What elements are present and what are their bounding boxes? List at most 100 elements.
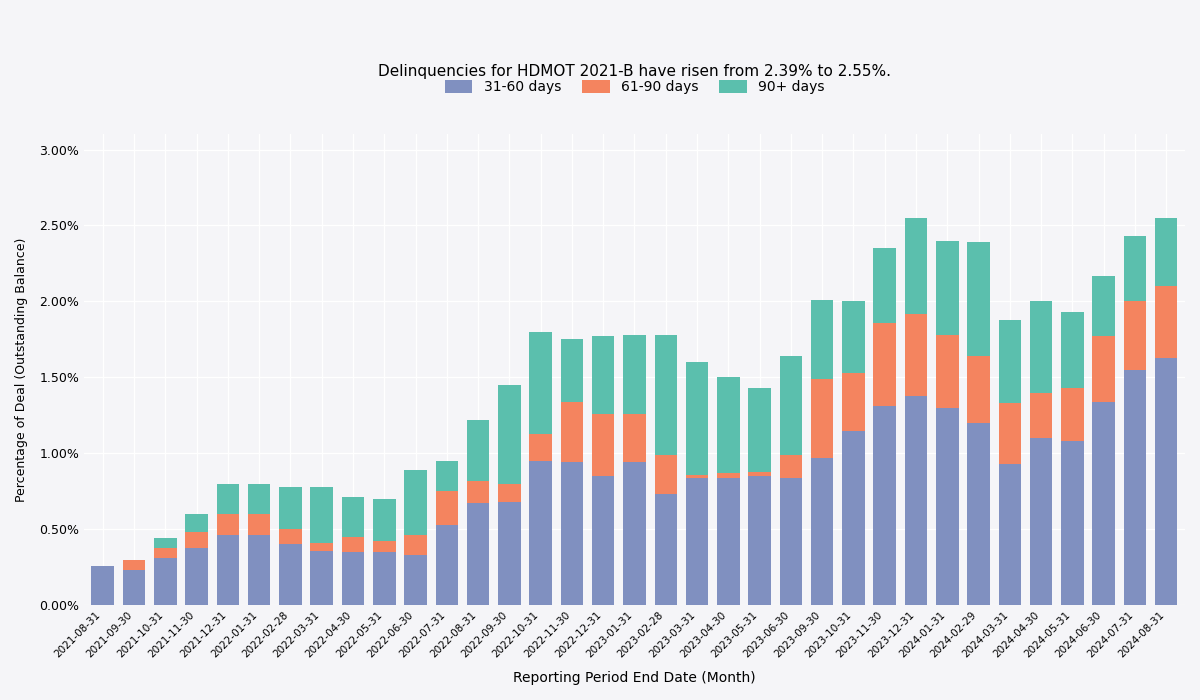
Legend: 31-60 days, 61-90 days, 90+ days: 31-60 days, 61-90 days, 90+ days [445, 80, 824, 94]
Bar [874, 248, 896, 323]
Bar [529, 332, 552, 433]
Bar [967, 423, 990, 606]
Bar [654, 335, 677, 455]
Bar [280, 486, 301, 529]
Bar [248, 514, 270, 536]
Bar [842, 373, 865, 430]
Bar [811, 458, 834, 606]
Bar [623, 463, 646, 606]
Bar [1154, 358, 1177, 606]
Bar [248, 536, 270, 606]
Bar [404, 536, 427, 555]
Bar [373, 552, 396, 606]
Bar [780, 477, 802, 606]
Bar [342, 537, 365, 552]
Bar [685, 475, 708, 477]
Bar [998, 320, 1021, 403]
Bar [248, 484, 270, 514]
Bar [498, 484, 521, 502]
Bar [842, 302, 865, 373]
Bar [373, 542, 396, 552]
Bar [373, 499, 396, 542]
Bar [436, 491, 458, 525]
Bar [1092, 402, 1115, 606]
Bar [623, 335, 646, 414]
Bar [216, 484, 239, 514]
Bar [404, 555, 427, 606]
Bar [560, 463, 583, 606]
Bar [998, 464, 1021, 606]
Bar [91, 566, 114, 606]
Bar [1123, 236, 1146, 302]
Bar [967, 356, 990, 423]
Bar [592, 414, 614, 476]
Bar [811, 379, 834, 458]
Bar [936, 408, 959, 606]
Bar [404, 470, 427, 536]
Bar [1061, 441, 1084, 606]
Bar [749, 476, 770, 606]
Bar [967, 242, 990, 356]
Title: Delinquencies for HDMOT 2021-B have risen from 2.39% to 2.55%.: Delinquencies for HDMOT 2021-B have rise… [378, 64, 890, 79]
Bar [998, 403, 1021, 464]
Bar [842, 430, 865, 606]
Bar [216, 536, 239, 606]
Bar [185, 547, 208, 606]
Bar [436, 461, 458, 491]
Bar [1154, 286, 1177, 358]
Bar [749, 388, 770, 472]
Bar [718, 473, 739, 477]
Bar [467, 481, 490, 503]
Bar [498, 502, 521, 606]
Bar [529, 433, 552, 461]
Bar [1092, 276, 1115, 337]
Y-axis label: Percentage of Deal (Outstanding Balance): Percentage of Deal (Outstanding Balance) [14, 237, 28, 502]
Bar [467, 503, 490, 606]
Bar [905, 218, 928, 314]
X-axis label: Reporting Period End Date (Month): Reporting Period End Date (Month) [514, 671, 756, 685]
Bar [592, 337, 614, 414]
Bar [905, 395, 928, 606]
Bar [749, 472, 770, 476]
Bar [780, 356, 802, 455]
Bar [1030, 438, 1052, 606]
Bar [185, 532, 208, 547]
Bar [654, 494, 677, 606]
Bar [280, 529, 301, 545]
Bar [1123, 370, 1146, 606]
Bar [1061, 388, 1084, 441]
Bar [342, 498, 365, 537]
Bar [718, 477, 739, 606]
Bar [780, 455, 802, 477]
Bar [436, 525, 458, 606]
Bar [1154, 218, 1177, 286]
Bar [936, 241, 959, 335]
Bar [122, 560, 145, 570]
Bar [874, 406, 896, 606]
Bar [467, 420, 490, 481]
Bar [122, 570, 145, 606]
Bar [311, 551, 332, 606]
Bar [654, 455, 677, 494]
Bar [185, 514, 208, 532]
Bar [529, 461, 552, 606]
Bar [592, 476, 614, 606]
Bar [1092, 337, 1115, 402]
Bar [154, 547, 176, 558]
Bar [936, 335, 959, 408]
Bar [560, 340, 583, 402]
Bar [1061, 312, 1084, 388]
Bar [1030, 393, 1052, 438]
Bar [311, 543, 332, 551]
Bar [154, 558, 176, 606]
Bar [1123, 302, 1146, 370]
Bar [623, 414, 646, 463]
Bar [342, 552, 365, 606]
Bar [874, 323, 896, 406]
Bar [685, 362, 708, 475]
Bar [1030, 302, 1052, 393]
Bar [560, 402, 583, 463]
Bar [811, 300, 834, 379]
Bar [498, 385, 521, 484]
Bar [685, 477, 708, 606]
